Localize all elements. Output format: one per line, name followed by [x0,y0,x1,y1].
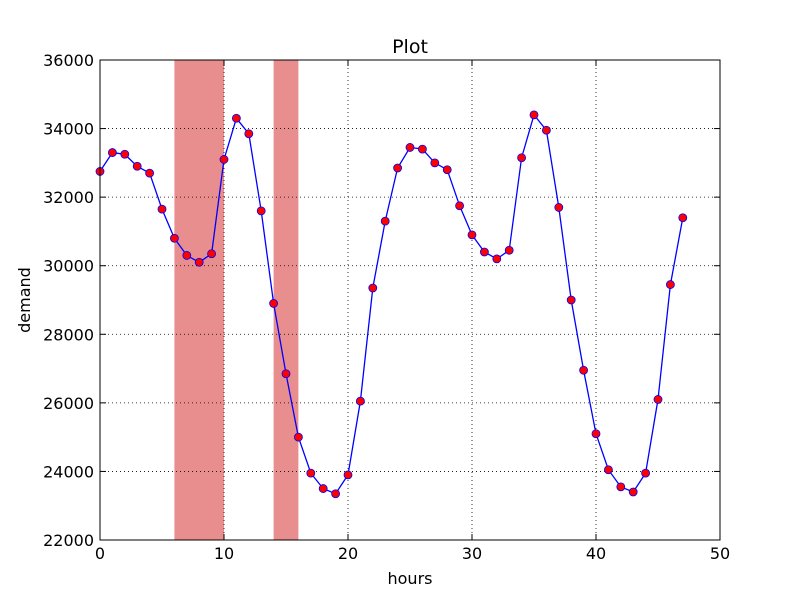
y-tick-label: 34000 [43,120,94,139]
data-point [566,295,576,305]
data-point [430,158,440,168]
data-point [169,233,179,243]
chart-title: Plot [392,36,428,58]
data-point [355,396,365,406]
data-points [95,110,688,499]
y-axis-label: demand [15,267,34,333]
data-point [579,365,588,375]
y-tick-label: 30000 [43,257,94,276]
y-tick-label: 24000 [43,462,94,481]
highlight-band-1 [273,60,299,540]
data-point [120,149,130,159]
x-tick-label: 0 [95,544,105,563]
data-point [591,429,601,439]
data-point [331,489,341,499]
axis-ticks: 0 10 20 30 40 50 22000 24000 26000 28000 30000 3200… [43,51,730,563]
data-point [182,251,192,260]
data-point [393,163,403,173]
data-point [207,249,217,259]
data-point [256,206,266,216]
x-tick-label: 50 [710,544,730,563]
data-point [269,299,279,308]
y-tick-label: 28000 [43,325,94,344]
y-tick-label: 36000 [43,51,94,70]
y-tick-label: 22000 [43,531,94,550]
data-point [554,203,564,212]
data-point [343,470,353,480]
data-point [517,153,526,163]
data-point [281,369,291,379]
data-point [455,201,465,211]
data-point [492,254,502,264]
y-tick-label: 32000 [43,188,94,207]
x-axis-label: hours [388,569,433,588]
data-point [604,465,613,475]
data-point [504,245,514,255]
data-point [157,204,167,214]
data-point [368,283,378,293]
data-point [479,247,489,257]
data-point [542,125,551,135]
data-point [666,280,675,289]
y-tick-label: 26000 [43,394,94,413]
data-point [678,213,688,223]
grid-lines [100,60,720,540]
data-point [194,257,204,267]
data-point [219,155,229,164]
data-point [442,165,452,175]
highlight-band-0 [174,60,224,540]
data-point [132,161,142,171]
data-point [628,487,638,497]
data-point [417,144,427,154]
data-point [641,468,650,478]
x-tick-label: 30 [462,544,482,563]
plot-frame [99,59,721,541]
data-point [529,110,539,120]
data-point [616,482,626,492]
data-point [145,168,155,178]
data-point [467,230,477,240]
data-point [293,432,303,442]
x-tick-label: 40 [586,544,606,563]
data-point [108,148,117,157]
data-point [244,129,254,139]
data-point [653,395,663,404]
data-point [318,484,328,493]
data-point [405,143,415,152]
x-tick-label: 20 [338,544,358,563]
data-point [306,468,316,478]
data-point [380,216,390,226]
data-point [231,113,241,123]
highlight-bands [174,60,299,540]
x-tick-label: 10 [214,544,234,563]
